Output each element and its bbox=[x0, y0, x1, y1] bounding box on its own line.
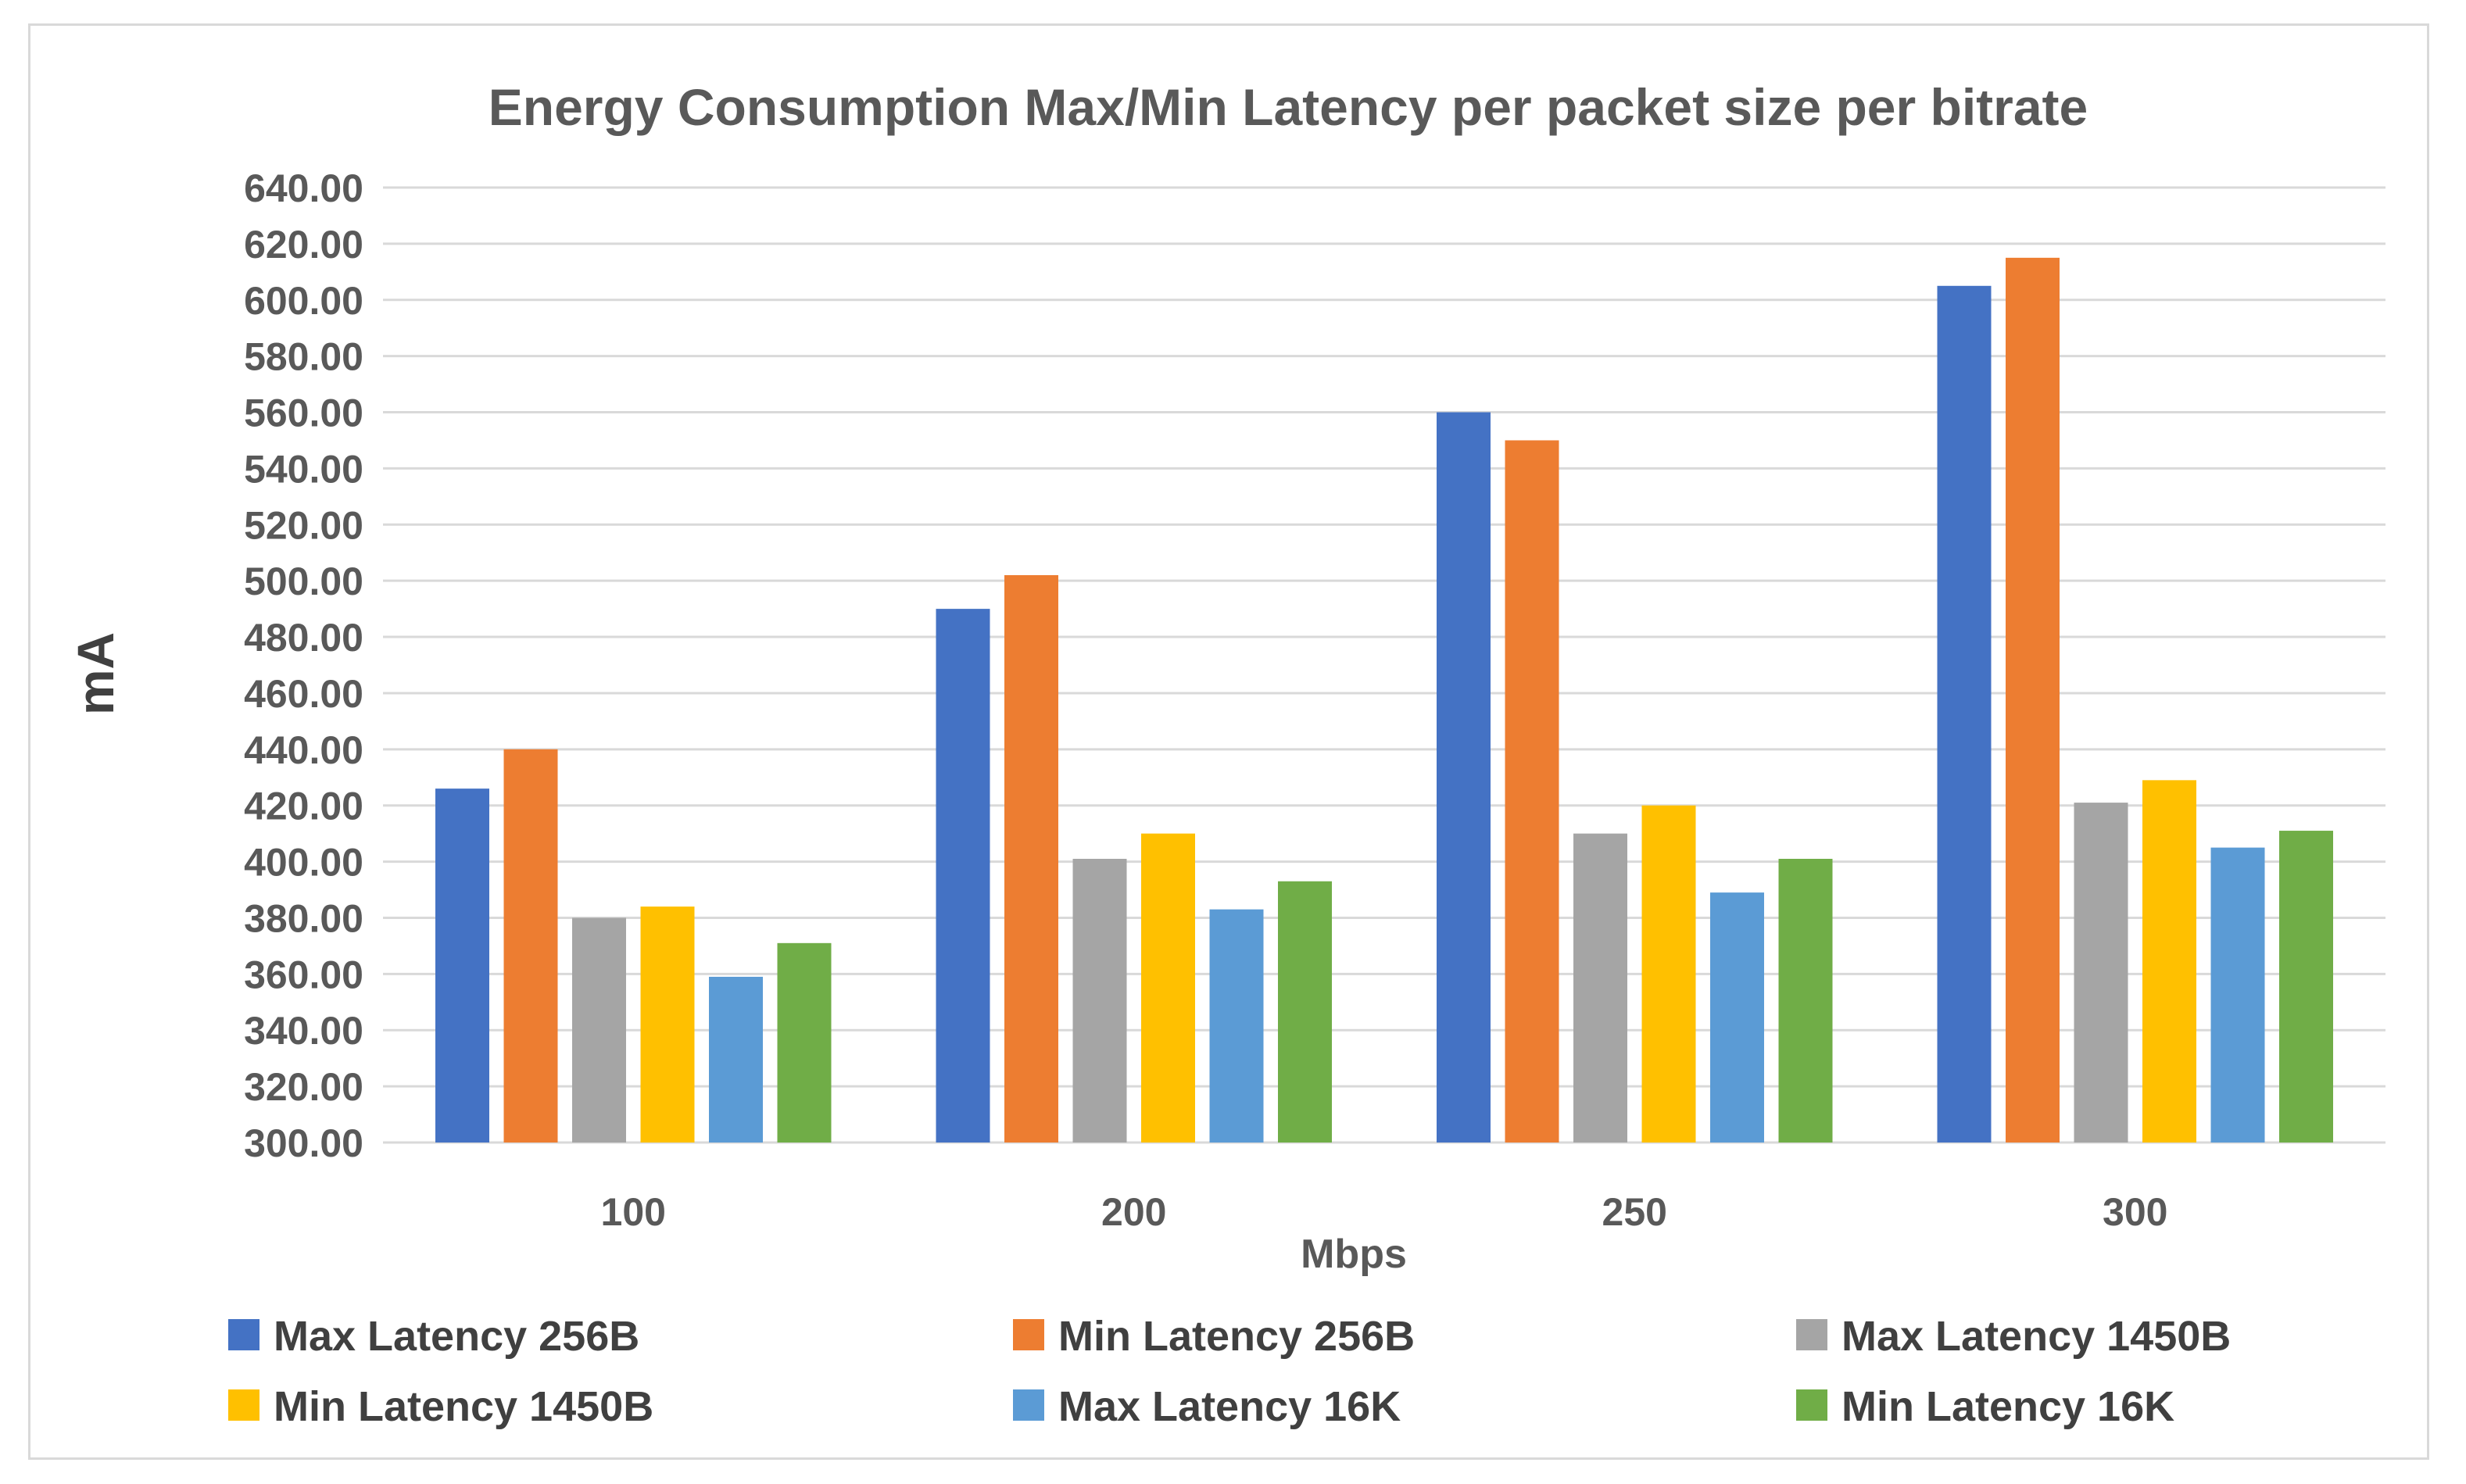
y-tick-label: 640.00 bbox=[244, 166, 363, 210]
bar-min-latency-16k-250 bbox=[1778, 858, 1833, 1143]
legend-label: Min Latency 1450B bbox=[274, 1383, 653, 1430]
x-axis-ticks: 100 200 250 300 bbox=[601, 1190, 2168, 1234]
bar-min-latency-1450b-250 bbox=[1641, 805, 1696, 1143]
bar-min-latency-1450b-100 bbox=[640, 906, 695, 1143]
x-tick-label: 250 bbox=[1602, 1190, 1667, 1234]
legend-swatch bbox=[228, 1389, 259, 1421]
bar-max-latency-1450b-100 bbox=[572, 917, 626, 1143]
y-tick-label: 380.00 bbox=[244, 896, 363, 940]
bar-max-latency-256b-100 bbox=[435, 788, 489, 1143]
y-tick-label: 580.00 bbox=[244, 335, 363, 379]
bar-max-latency-256b-300 bbox=[1937, 285, 1992, 1143]
bar-min-latency-1450b-300 bbox=[2142, 780, 2196, 1143]
bar-max-latency-256b-200 bbox=[936, 609, 990, 1143]
y-tick-label: 540.00 bbox=[244, 447, 363, 491]
bar-min-latency-256b-300 bbox=[2006, 257, 2060, 1143]
bar-min-latency-256b-100 bbox=[503, 749, 558, 1143]
y-tick-label: 420.00 bbox=[244, 785, 363, 828]
bar-max-latency-1450b-300 bbox=[2074, 803, 2128, 1143]
bar-min-latency-16k-200 bbox=[1278, 881, 1332, 1143]
x-tick-label: 100 bbox=[601, 1190, 666, 1234]
chart-title: Energy Consumption Max/Min Latency per p… bbox=[489, 78, 2088, 136]
y-tick-label: 360.00 bbox=[244, 953, 363, 996]
legend-swatch bbox=[1013, 1389, 1044, 1421]
legend-swatch bbox=[228, 1319, 259, 1350]
bar-max-latency-16k-200 bbox=[1209, 909, 1264, 1143]
bar-max-latency-16k-100 bbox=[709, 976, 763, 1143]
legend-label: Min Latency 16K bbox=[1841, 1383, 2174, 1430]
y-tick-label: 340.00 bbox=[244, 1009, 363, 1053]
x-tick-label: 200 bbox=[1101, 1190, 1166, 1234]
y-axis-title: mA bbox=[66, 632, 124, 715]
x-tick-label: 300 bbox=[2103, 1190, 2167, 1234]
y-tick-label: 600.00 bbox=[244, 279, 363, 323]
bar-max-latency-16k-250 bbox=[1710, 892, 1764, 1143]
bar-min-latency-16k-100 bbox=[777, 942, 832, 1143]
legend: Max Latency 256B Min Latency 256B Max Late… bbox=[228, 1313, 2231, 1430]
y-tick-label: 480.00 bbox=[244, 616, 363, 660]
bar-max-latency-16k-300 bbox=[2210, 847, 2265, 1143]
y-axis-ticks: 300.00 320.00 340.00 360.00 380.00 400.00 420.… bbox=[244, 166, 363, 1165]
legend-label: Max Latency 1450B bbox=[1841, 1313, 2231, 1360]
legend-swatch bbox=[1796, 1389, 1827, 1421]
legend-swatch bbox=[1013, 1319, 1044, 1350]
bar-max-latency-1450b-200 bbox=[1072, 858, 1127, 1143]
bar-min-latency-16k-300 bbox=[2279, 831, 2333, 1143]
y-tick-label: 560.00 bbox=[244, 392, 363, 435]
bar-max-latency-256b-250 bbox=[1437, 412, 1491, 1143]
y-tick-label: 320.00 bbox=[244, 1065, 363, 1109]
x-axis-title: Mbps bbox=[1301, 1232, 1407, 1277]
y-tick-label: 300.00 bbox=[244, 1121, 363, 1165]
bar-max-latency-1450b-250 bbox=[1573, 833, 1627, 1143]
y-tick-label: 520.00 bbox=[244, 503, 363, 547]
legend-label: Max Latency 16K bbox=[1058, 1383, 1401, 1430]
y-tick-label: 500.00 bbox=[244, 560, 363, 603]
y-tick-label: 620.00 bbox=[244, 223, 363, 266]
y-tick-label: 440.00 bbox=[244, 728, 363, 772]
bar-min-latency-256b-200 bbox=[1004, 574, 1058, 1143]
bar-min-latency-256b-250 bbox=[1505, 440, 1559, 1143]
bar-min-latency-1450b-200 bbox=[1141, 833, 1195, 1143]
legend-label: Max Latency 256B bbox=[274, 1313, 639, 1360]
legend-label: Min Latency 256B bbox=[1058, 1313, 1415, 1360]
y-tick-label: 460.00 bbox=[244, 672, 363, 716]
y-tick-label: 400.00 bbox=[244, 841, 363, 885]
legend-swatch bbox=[1796, 1319, 1827, 1350]
bars bbox=[435, 257, 2333, 1143]
